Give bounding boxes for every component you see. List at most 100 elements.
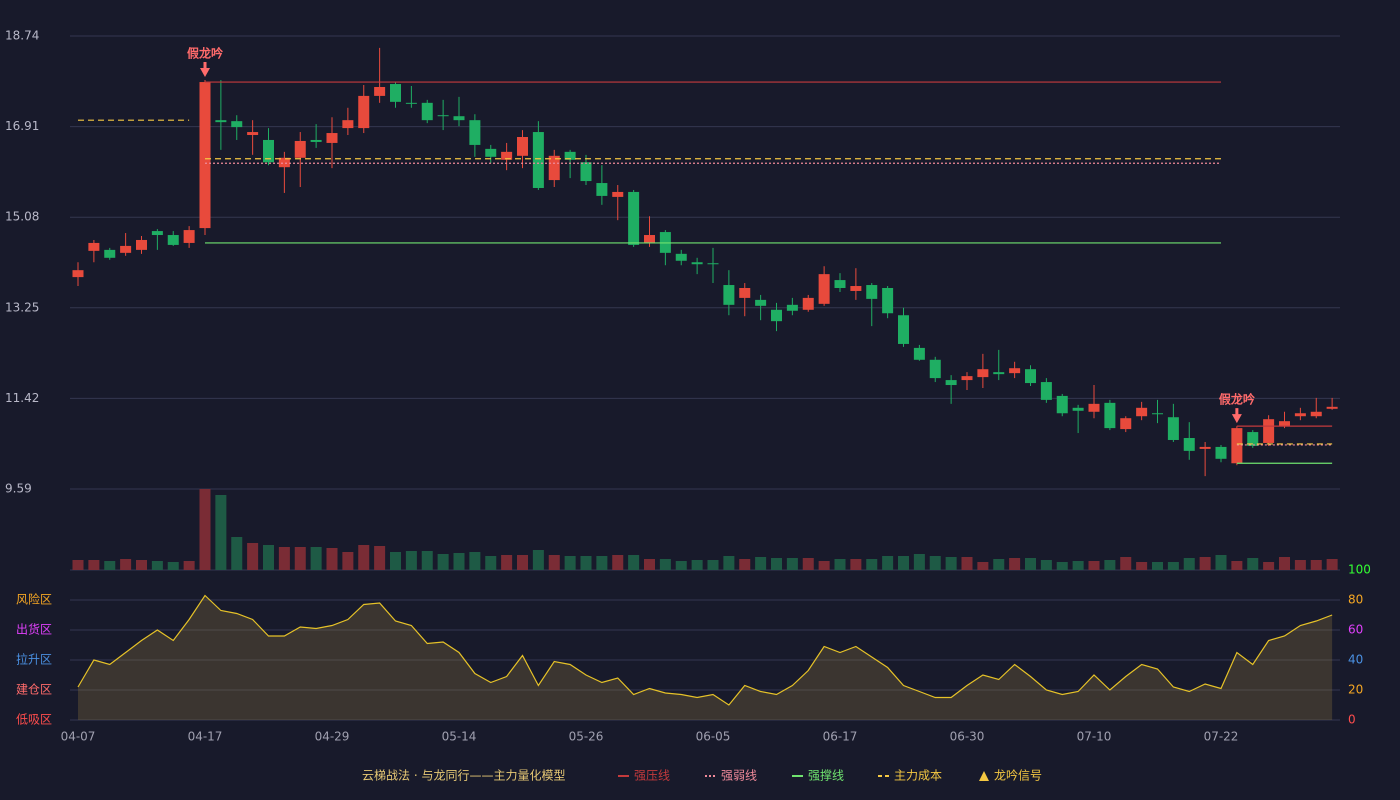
candle-body [1215,446,1227,459]
volume-bar [1167,562,1179,570]
candle-body [1104,402,1116,429]
signal-label: 假龙吟 [187,46,223,61]
candle-body [628,191,640,245]
candle-body [1199,446,1211,449]
volume-bar [517,555,528,570]
volume-bar [1072,561,1084,570]
candle-body [675,253,687,261]
volume-bar [1231,561,1243,570]
candle-body [1279,421,1290,427]
y-tick-label: 15.08 [5,210,39,224]
volume-bar [1136,562,1148,570]
candle-body [993,372,1005,375]
candle-body [469,120,481,145]
candle-body [818,274,830,304]
candle-body [644,235,655,243]
y-tick-label: 16.91 [5,119,39,133]
volume-bar [199,489,211,570]
candle-body [771,309,782,322]
candle-body [501,151,513,160]
candle-body [564,151,576,160]
candle-body [929,359,941,379]
y2-tick-label: 60 [1348,623,1363,637]
volume-bar [1025,558,1036,570]
volume-bar [104,561,116,570]
volume-bar [1215,555,1227,570]
candle-body [786,304,798,311]
volume-bar [850,559,862,570]
volume-bar [913,554,925,570]
volume-bar [1247,558,1259,570]
candle-body [72,270,84,278]
volume-bar [310,547,322,570]
candle-body [421,102,433,121]
legend-label: 龙吟信号 [994,768,1042,783]
legend-label: 强压线 [634,769,670,783]
volume-bar [866,559,878,570]
candle-body [548,155,560,181]
candle-body [358,95,370,129]
volume-bar [691,560,703,570]
signal-label: 假龙吟 [1219,392,1255,407]
volume-bar [405,551,417,570]
zone-label: 风险区 [16,592,52,607]
volume-bar [707,560,719,570]
candle-body [882,287,894,314]
candle-body [215,120,227,123]
candle-body [707,263,719,265]
candle-body [723,285,735,305]
candle-body [802,297,814,310]
candle-body [612,191,624,197]
volume-bar [326,548,338,570]
zone-label: 建仓区 [16,683,52,697]
volume-bar [1183,558,1195,570]
volume-bar [1056,562,1068,570]
candle-body [834,280,846,288]
volume-bar [358,545,370,570]
volume-bar [1152,562,1163,570]
zone-label: 低吸区 [16,713,52,727]
y-tick-label: 18.74 [5,29,39,43]
volume-bar [390,552,401,570]
candle-body [167,235,179,245]
volume-bar [1310,560,1322,570]
zone-label: 拉升区 [16,652,52,667]
candle-body [898,315,909,344]
y-tick-label: 9.59 [5,482,32,496]
volume-bar [771,558,782,570]
volume-bar [818,561,830,570]
candle-body [1072,407,1084,411]
volume-bar [421,551,433,570]
candle-body [326,133,338,143]
candle-body [104,249,116,258]
volume-bar [485,556,497,570]
candle-body [247,132,259,136]
legend-label: 强弱线 [721,769,757,783]
x-tick-label: 07-22 [1204,730,1239,744]
candle-body [485,148,497,157]
candle-body [961,376,973,381]
candle-body [1167,417,1179,440]
candle-body [199,82,211,229]
y-tick-label: 13.25 [5,300,39,314]
candle-body [1231,428,1243,464]
volume-bar [723,556,735,570]
volume-bar [834,559,846,570]
volume-bar [532,550,544,570]
candle-body [913,347,925,360]
candle-body [977,369,989,378]
candle-body [739,287,751,298]
volume-bar [898,556,909,570]
candle-body [1183,438,1195,451]
candle-body [850,286,862,291]
volume-bar [167,562,179,570]
volume-bar [1120,557,1132,570]
legend-label: 强撑线 [808,768,844,783]
candle-body [1263,419,1275,443]
volume-bar [1326,559,1338,570]
volume-bar [564,556,576,570]
volume-bar [1040,560,1052,570]
volume-bar [961,557,973,570]
candle-body [263,139,274,163]
